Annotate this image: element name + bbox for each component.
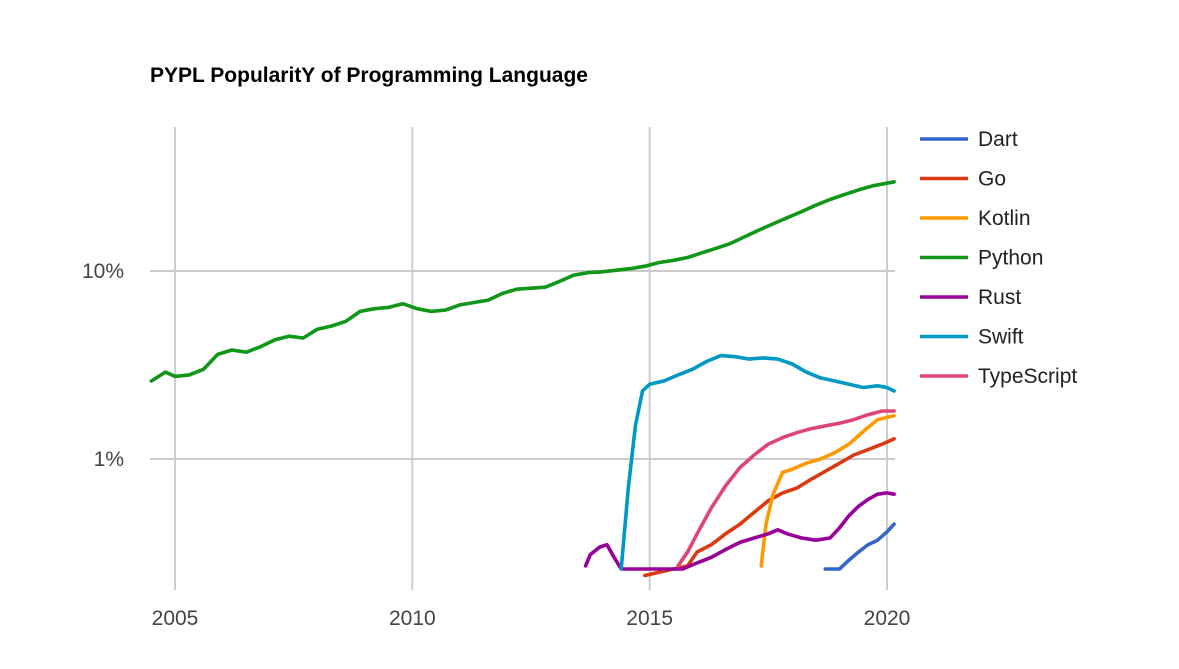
grid [150,127,895,590]
legend-label-swift: Swift [978,326,1024,349]
legend: Dart Go Kotlin Python Rust Swift TypeScript [920,128,1077,388]
legend-label-python: Python [978,247,1043,270]
legend-label-typescript: TypeScript [978,365,1077,388]
series-line-dart [823,522,896,571]
chart-title: PYPL PopularitY of Programming Language [150,64,588,87]
legend-label-dart: Dart [978,128,1018,151]
series-line-rust [583,491,896,571]
series-line-kotlin [759,413,896,568]
legend-label-go: Go [978,168,1006,191]
series-line-typescript [676,409,896,568]
x-tick-label: 2010 [389,607,436,630]
series-line-python [149,180,896,383]
legend-label-rust: Rust [978,286,1021,309]
y-tick-label: 1% [94,448,124,471]
series-line-swift [619,353,896,571]
y-tick-label: 10% [82,260,124,283]
series-lines [149,180,896,578]
x-tick-label: 2020 [864,607,911,630]
x-tick-label: 2005 [152,607,199,630]
axis-labels: 2005 2010 2015 2020 10% 1% [82,260,910,630]
legend-label-kotlin: Kotlin [978,207,1031,230]
x-tick-label: 2015 [626,607,673,630]
